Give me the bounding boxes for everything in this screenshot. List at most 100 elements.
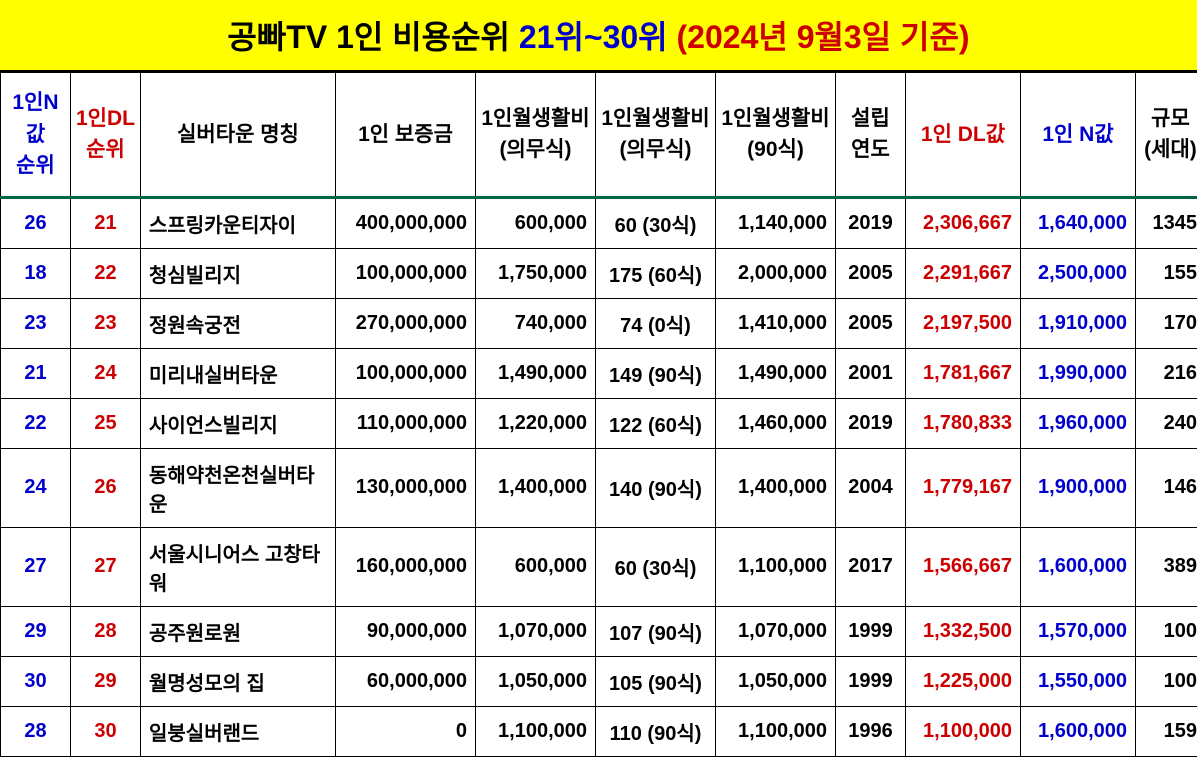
table-row: 3029월명성모의 집60,000,0001,050,000105 (90식)1… — [1, 656, 1197, 706]
cell-monthly_c: 1,050,000 — [716, 656, 836, 706]
cell-scale: 1345 — [1136, 197, 1197, 248]
cell-scale: 159 — [1136, 706, 1197, 756]
cell-dl_val: 2,197,500 — [906, 298, 1021, 348]
cell-scale: 389 — [1136, 527, 1197, 606]
cell-n_rank: 21 — [1, 348, 71, 398]
col-header-monthly_b: 1인월생활비(의무식) — [596, 73, 716, 198]
cell-year: 2017 — [836, 527, 906, 606]
cell-dl_val: 1,780,833 — [906, 398, 1021, 448]
cell-monthly_b: 74 (0식) — [596, 298, 716, 348]
cell-dl_rank: 23 — [71, 298, 141, 348]
cell-n_rank: 24 — [1, 448, 71, 527]
col-header-dl_rank: 1인DL순위 — [71, 73, 141, 198]
cell-monthly_a: 1,100,000 — [476, 706, 596, 756]
cell-monthly_c: 2,000,000 — [716, 248, 836, 298]
ranking-table: 1인N값순위1인DL순위실버타운 명칭1인 보증금1인월생활비(의무식)1인월생… — [0, 72, 1197, 757]
cell-scale: 240 — [1136, 398, 1197, 448]
cell-monthly_c: 1,140,000 — [716, 197, 836, 248]
cell-deposit: 90,000,000 — [336, 606, 476, 656]
cell-deposit: 100,000,000 — [336, 248, 476, 298]
cell-monthly_b: 149 (90식) — [596, 348, 716, 398]
cell-monthly_c: 1,100,000 — [716, 706, 836, 756]
cell-deposit: 160,000,000 — [336, 527, 476, 606]
cell-name: 미리내실버타운 — [141, 348, 336, 398]
cell-n_rank: 23 — [1, 298, 71, 348]
cell-monthly_a: 1,490,000 — [476, 348, 596, 398]
cell-monthly_b: 175 (60식) — [596, 248, 716, 298]
cell-monthly_c: 1,100,000 — [716, 527, 836, 606]
table-row: 2830일붕실버랜드01,100,000110 (90식)1,100,00019… — [1, 706, 1197, 756]
cell-scale: 146 — [1136, 448, 1197, 527]
page-title: 공빠TV 1인 비용순위 21위~30위 (2024년 9월3일 기준) — [0, 0, 1197, 72]
cell-monthly_b: 107 (90식) — [596, 606, 716, 656]
table-body: 2621스프링카운티자이400,000,000600,00060 (30식)1,… — [1, 197, 1197, 756]
cell-year: 1996 — [836, 706, 906, 756]
cell-n_val: 1,600,000 — [1021, 527, 1136, 606]
cell-dl_rank: 30 — [71, 706, 141, 756]
cell-dl_rank: 26 — [71, 448, 141, 527]
table-row: 2323정원속궁전270,000,000740,00074 (0식)1,410,… — [1, 298, 1197, 348]
cell-dl_val: 2,306,667 — [906, 197, 1021, 248]
cell-name: 동해약천온천실버타운 — [141, 448, 336, 527]
title-prefix: 공빠TV 1인 비용순위 — [227, 19, 518, 55]
col-header-deposit: 1인 보증금 — [336, 73, 476, 198]
cell-name: 공주원로원 — [141, 606, 336, 656]
cell-monthly_c: 1,400,000 — [716, 448, 836, 527]
cell-n_val: 1,900,000 — [1021, 448, 1136, 527]
cell-monthly_a: 1,750,000 — [476, 248, 596, 298]
cell-deposit: 110,000,000 — [336, 398, 476, 448]
cell-monthly_b: 110 (90식) — [596, 706, 716, 756]
cell-scale: 216 — [1136, 348, 1197, 398]
col-header-n_val: 1인 N값 — [1021, 73, 1136, 198]
cell-dl_val: 1,225,000 — [906, 656, 1021, 706]
cell-dl_rank: 28 — [71, 606, 141, 656]
col-header-dl_val: 1인 DL값 — [906, 73, 1021, 198]
cell-n_rank: 30 — [1, 656, 71, 706]
title-suffix: (2024년 9월3일 기준) — [677, 19, 970, 55]
cell-monthly_b: 140 (90식) — [596, 448, 716, 527]
cell-dl_rank: 21 — [71, 197, 141, 248]
cell-monthly_c: 1,490,000 — [716, 348, 836, 398]
title-range: 21위~30위 — [519, 19, 677, 55]
col-header-monthly_a: 1인월생활비(의무식) — [476, 73, 596, 198]
cell-monthly_a: 1,050,000 — [476, 656, 596, 706]
cell-n_val: 1,960,000 — [1021, 398, 1136, 448]
cell-n_val: 1,570,000 — [1021, 606, 1136, 656]
cell-n_rank: 26 — [1, 197, 71, 248]
cell-n_rank: 18 — [1, 248, 71, 298]
col-header-name: 실버타운 명칭 — [141, 73, 336, 198]
cell-monthly_a: 600,000 — [476, 527, 596, 606]
cell-dl_val: 1,566,667 — [906, 527, 1021, 606]
cell-n_rank: 22 — [1, 398, 71, 448]
cell-scale: 155 — [1136, 248, 1197, 298]
cell-dl_val: 1,779,167 — [906, 448, 1021, 527]
cell-n_val: 1,600,000 — [1021, 706, 1136, 756]
cell-scale: 170 — [1136, 298, 1197, 348]
col-header-year: 설립연도 — [836, 73, 906, 198]
cell-monthly_a: 1,070,000 — [476, 606, 596, 656]
cell-monthly_a: 1,400,000 — [476, 448, 596, 527]
table-row: 1822청심빌리지100,000,0001,750,000175 (60식)2,… — [1, 248, 1197, 298]
table-header: 1인N값순위1인DL순위실버타운 명칭1인 보증금1인월생활비(의무식)1인월생… — [1, 73, 1197, 198]
cell-monthly_a: 740,000 — [476, 298, 596, 348]
cell-monthly_b: 60 (30식) — [596, 197, 716, 248]
table-row: 2621스프링카운티자이400,000,000600,00060 (30식)1,… — [1, 197, 1197, 248]
cell-year: 2004 — [836, 448, 906, 527]
cell-year: 1999 — [836, 606, 906, 656]
cell-name: 사이언스빌리지 — [141, 398, 336, 448]
col-header-scale: 규모(세대) — [1136, 73, 1197, 198]
table-row: 2727서울시니어스 고창타워160,000,000600,00060 (30식… — [1, 527, 1197, 606]
cell-year: 2019 — [836, 398, 906, 448]
table-row: 2225사이언스빌리지110,000,0001,220,000122 (60식)… — [1, 398, 1197, 448]
cell-dl_val: 1,332,500 — [906, 606, 1021, 656]
cell-monthly_b: 122 (60식) — [596, 398, 716, 448]
cell-deposit: 60,000,000 — [336, 656, 476, 706]
cell-monthly_b: 60 (30식) — [596, 527, 716, 606]
cell-deposit: 130,000,000 — [336, 448, 476, 527]
cell-deposit: 270,000,000 — [336, 298, 476, 348]
cell-monthly_c: 1,410,000 — [716, 298, 836, 348]
cell-year: 2001 — [836, 348, 906, 398]
col-header-monthly_c: 1인월생활비(90식) — [716, 73, 836, 198]
col-header-n_rank: 1인N값순위 — [1, 73, 71, 198]
cell-name: 정원속궁전 — [141, 298, 336, 348]
